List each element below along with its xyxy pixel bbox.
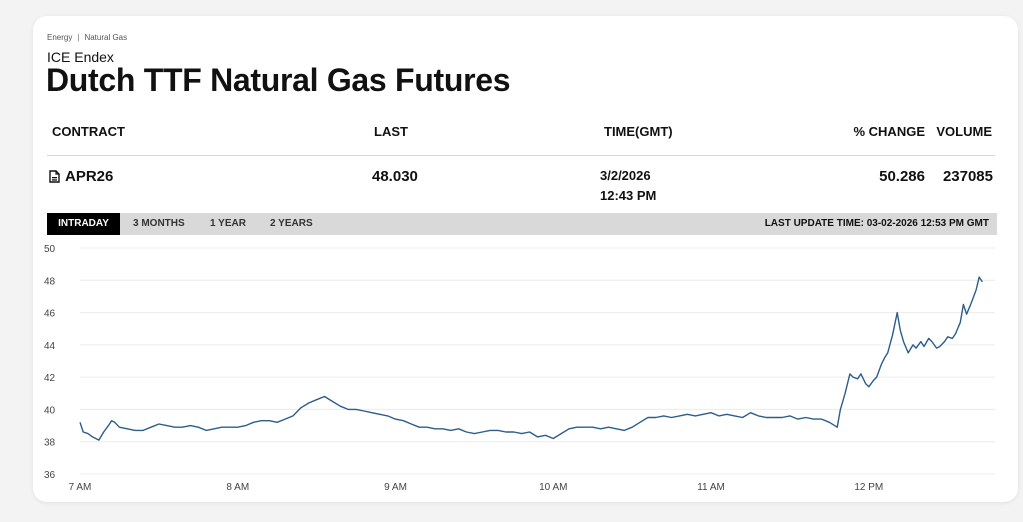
time-value: 3/2/2026 12:43 PM — [600, 166, 656, 206]
page-title: Dutch TTF Natural Gas Futures — [46, 62, 511, 98]
pct-change-header: % CHANGE — [853, 124, 925, 139]
volume-header: VOLUME — [936, 124, 992, 139]
breadcrumb-energy-link[interactable]: Energy — [47, 33, 73, 42]
chart-range-tabs: INTRADAY 3 MONTHS 1 YEAR 2 YEARS LAST UP… — [47, 213, 997, 235]
document-icon — [49, 170, 60, 183]
y-tick-label: 48 — [44, 276, 56, 287]
contract-header: CONTRACT — [52, 124, 125, 139]
x-tick-label: 8 AM — [226, 482, 249, 493]
pct-change-value: 50.286 — [879, 168, 925, 185]
quote-card — [33, 16, 1018, 502]
table-divider — [47, 155, 995, 156]
contract-value: APR26 — [65, 168, 114, 185]
time-clock: 12:43 PM — [600, 188, 657, 203]
y-tick-label: 42 — [44, 373, 56, 384]
exchange-name: ICE Endex — [47, 49, 114, 65]
y-tick-label: 46 — [44, 309, 56, 320]
tab-1-year[interactable]: 1 YEAR — [210, 218, 246, 229]
tab-2-years[interactable]: 2 YEARS — [270, 218, 313, 229]
breadcrumb-separator: | — [77, 33, 80, 42]
tab-intraday[interactable]: INTRADAY — [47, 213, 120, 235]
y-tick-label: 44 — [44, 341, 56, 352]
time-header: TIME(GMT) — [604, 124, 673, 139]
y-tick-label: 38 — [44, 438, 56, 449]
intraday-price-chart: 50 48 46 44 42 40 38 36 7 AM 8 AM 9 AM 10 AM 11 AM 12… — [44, 244, 995, 493]
breadcrumb-natural-gas-link[interactable]: Natural Gas — [84, 33, 128, 42]
x-tick-label: 10 AM — [539, 482, 567, 493]
x-tick-label: 12 PM — [854, 482, 883, 493]
last-value: 48.030 — [372, 168, 418, 185]
y-tick-label: 50 — [44, 244, 56, 255]
tab-3-months[interactable]: 3 MONTHS — [133, 218, 185, 229]
x-tick-label: 7 AM — [69, 482, 92, 493]
price-line — [79, 276, 983, 441]
breadcrumb: Energy | Natural Gas — [47, 33, 127, 42]
contract-cell[interactable]: APR26 — [49, 168, 113, 185]
last-header: LAST — [374, 124, 408, 139]
time-date: 3/2/2026 — [600, 168, 651, 183]
volume-value: 237085 — [942, 168, 993, 185]
x-tick-label: 11 AM — [697, 482, 725, 493]
last-update-time: LAST UPDATE TIME: 03-02-2026 12:53 PM GM… — [764, 218, 989, 229]
x-tick-label: 9 AM — [384, 482, 407, 493]
y-tick-label: 40 — [44, 405, 56, 416]
y-tick-label: 36 — [44, 470, 56, 481]
